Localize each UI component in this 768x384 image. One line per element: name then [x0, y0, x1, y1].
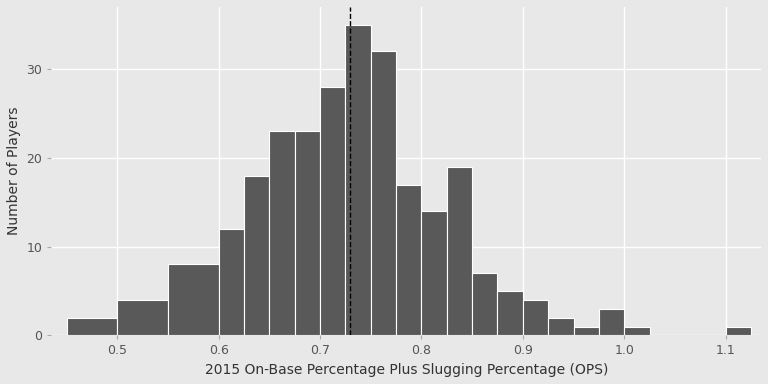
Bar [244, 175, 270, 336]
Bar [67, 318, 118, 336]
Bar [624, 327, 650, 336]
Bar [346, 25, 371, 336]
Bar [472, 273, 498, 336]
Bar [371, 51, 396, 336]
Bar [396, 185, 422, 336]
Bar [422, 211, 447, 336]
Bar [219, 229, 244, 336]
Bar [574, 327, 599, 336]
Bar [168, 265, 219, 336]
Bar [295, 131, 320, 336]
Bar [270, 131, 295, 336]
Bar [447, 167, 472, 336]
Bar [320, 87, 346, 336]
Y-axis label: Number of Players: Number of Players [7, 107, 21, 235]
Bar [726, 327, 751, 336]
Bar [498, 291, 523, 336]
X-axis label: 2015 On-Base Percentage Plus Slugging Percentage (OPS): 2015 On-Base Percentage Plus Slugging Pe… [204, 363, 608, 377]
Bar [118, 300, 168, 336]
Bar [599, 309, 624, 336]
Bar [548, 318, 574, 336]
Bar [523, 300, 548, 336]
